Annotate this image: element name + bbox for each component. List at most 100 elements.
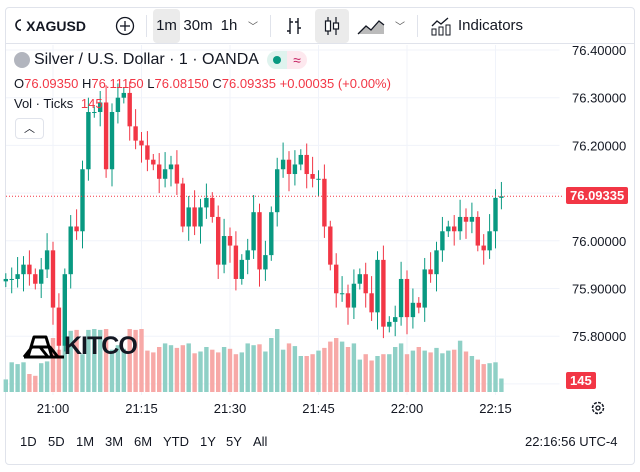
- candle-body: [98, 102, 103, 113]
- indicators-button[interactable]: Indicators: [424, 9, 529, 43]
- candle: [339, 276, 345, 302]
- collapse-legend-button[interactable]: ︿: [15, 118, 44, 139]
- range-6m[interactable]: 6M: [134, 434, 153, 449]
- candle: [186, 195, 191, 241]
- candle-body: [162, 169, 168, 179]
- area-style-button[interactable]: [353, 9, 389, 43]
- volume-bar: [493, 362, 498, 392]
- settings-button[interactable]: [590, 400, 606, 421]
- candle-style-button[interactable]: [315, 8, 349, 43]
- interval-1m[interactable]: 1m: [153, 8, 180, 43]
- volume-bar: [174, 347, 180, 392]
- volume-bar: [198, 351, 203, 392]
- gear-icon: [591, 401, 605, 415]
- candle: [393, 305, 398, 337]
- candle-body: [27, 264, 32, 275]
- range-1d[interactable]: 1D: [20, 434, 37, 449]
- candle: [44, 233, 50, 279]
- candle: [86, 97, 91, 181]
- candle: [475, 211, 480, 252]
- candle: [493, 189, 498, 249]
- price-axis-label: 76.30000: [572, 91, 626, 106]
- volume-bar: [157, 347, 162, 392]
- candle-body: [304, 154, 309, 175]
- candle-body: [21, 264, 26, 275]
- volume-bar: [404, 354, 410, 392]
- candle-body: [9, 278, 14, 280]
- range-ytd[interactable]: YTD: [163, 434, 189, 449]
- volume-bar: [398, 343, 404, 392]
- range-1m[interactable]: 1M: [76, 434, 95, 449]
- volume-bar: [44, 361, 50, 392]
- range-5y[interactable]: 5Y: [226, 434, 242, 449]
- compare-symbol-button[interactable]: [110, 9, 140, 43]
- candle: [434, 241, 439, 292]
- candle-body: [257, 212, 262, 270]
- candle: [422, 257, 427, 322]
- interval-1h[interactable]: 1h: [220, 17, 238, 34]
- market-open-dot-icon: [272, 56, 281, 64]
- range-3m[interactable]: 3M: [105, 434, 124, 449]
- volume-bar: [186, 343, 191, 392]
- candle: [62, 268, 67, 352]
- candle-body: [452, 226, 457, 232]
- price-axis-label: 75.90000: [572, 282, 626, 297]
- candle-body: [440, 231, 445, 251]
- open-value: 76.09350: [24, 76, 79, 91]
- range-5d[interactable]: 5D: [48, 434, 65, 449]
- candle-body: [475, 216, 480, 246]
- chart-type-dropdown[interactable]: ﹀: [389, 9, 411, 43]
- high-label: H: [81, 76, 92, 91]
- candle: [139, 132, 144, 163]
- range-1y[interactable]: 1Y: [200, 434, 216, 449]
- candle-body: [68, 226, 73, 275]
- volume-bar: [381, 354, 386, 392]
- candle-body: [198, 207, 203, 227]
- search-icon: [15, 18, 22, 31]
- volume-bar: [304, 356, 309, 392]
- interval-30m[interactable]: 30m: [183, 17, 213, 34]
- close-label: C: [212, 76, 222, 91]
- range-all[interactable]: All: [253, 434, 268, 449]
- candle: [375, 251, 380, 330]
- volume-bar: [280, 349, 286, 392]
- candle: [92, 106, 97, 118]
- candle: [39, 257, 44, 299]
- clock-timezone[interactable]: 22:16:56 UTC-4: [525, 434, 618, 449]
- candle: [304, 143, 309, 189]
- candle-body: [387, 321, 392, 327]
- market-status-pill[interactable]: ≈: [266, 51, 307, 69]
- volume-bar: [434, 347, 439, 392]
- volume-bar: [446, 350, 451, 392]
- candle-body: [481, 245, 486, 251]
- candle-body: [80, 169, 85, 232]
- candle: [328, 220, 333, 271]
- candle: [115, 83, 121, 124]
- candle-body: [393, 317, 398, 322]
- symbol-search-button[interactable]: XAGUSD: [6, 9, 86, 43]
- candle: [404, 270, 410, 335]
- volume-bar: [109, 349, 115, 392]
- candle: [463, 208, 469, 239]
- ohlc-row: O76.09350 H76.11150 L76.08150 C76.09335 …: [14, 76, 391, 91]
- bars-icon: [287, 17, 301, 34]
- time-axis-label: 22:15: [479, 401, 512, 416]
- low-label: L: [147, 76, 155, 91]
- bar-style-button[interactable]: [277, 9, 311, 43]
- candle: [27, 250, 32, 286]
- volume-bar: [363, 354, 368, 392]
- volume-bar: [62, 329, 67, 392]
- volume-bar: [221, 347, 227, 392]
- candle-body: [286, 159, 292, 175]
- symbol-title[interactable]: Silver / U.S. Dollar · 1 · OANDA: [34, 51, 259, 68]
- volume-bar: [440, 353, 445, 392]
- candle: [68, 215, 73, 289]
- candle: [363, 262, 368, 308]
- candle: [286, 151, 292, 192]
- candle: [216, 205, 221, 279]
- candle: [263, 240, 268, 281]
- interval-dropdown[interactable]: ﹀: [242, 9, 264, 43]
- candle-body: [334, 264, 339, 294]
- candle-body: [74, 226, 79, 232]
